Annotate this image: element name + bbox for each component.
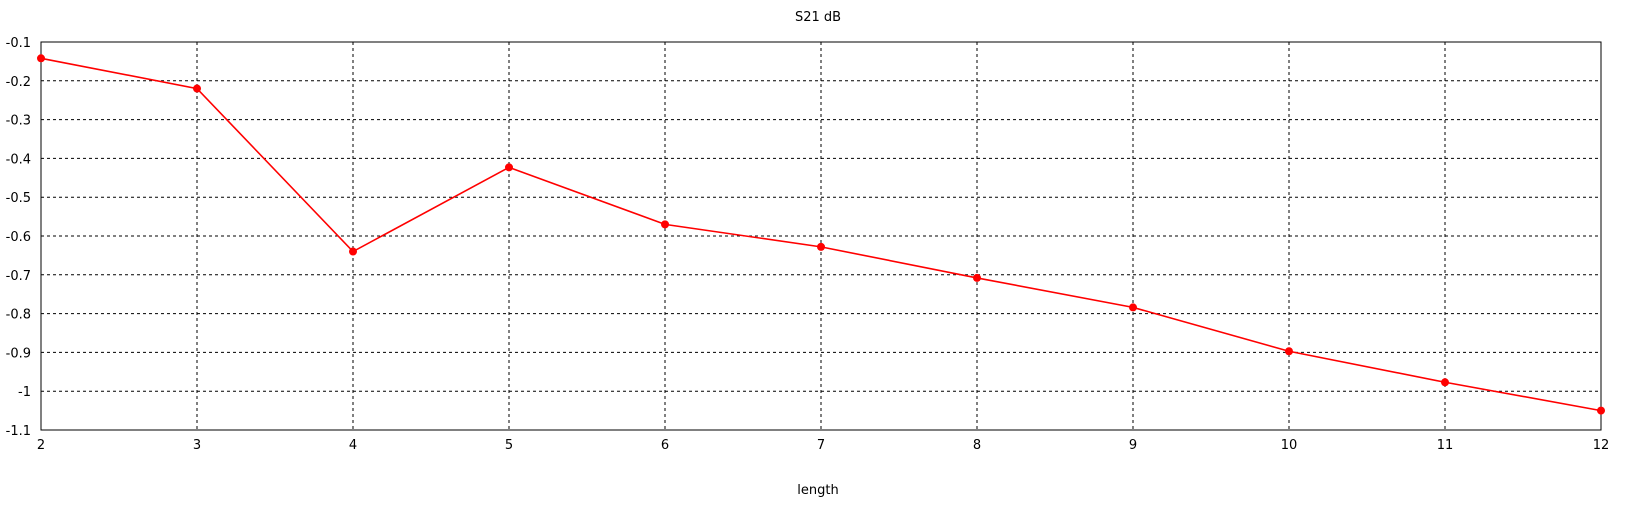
data-point	[1129, 303, 1137, 312]
x-tick-label: 9	[1129, 438, 1137, 453]
y-tick-label: -1.1	[6, 424, 31, 439]
y-tick-label: -0.6	[6, 230, 31, 245]
y-tick-label: -0.7	[6, 269, 31, 284]
x-tick-label: 2	[37, 438, 45, 453]
x-tick-label: 11	[1437, 438, 1454, 453]
data-point	[1597, 406, 1605, 415]
chart-title: S21 dB	[794, 10, 842, 25]
x-tick-label: 4	[349, 438, 357, 453]
x-tick-label: 10	[1281, 438, 1298, 453]
data-point	[349, 247, 357, 256]
data-point	[505, 163, 513, 172]
x-tick-label: 7	[817, 438, 825, 453]
data-point	[661, 220, 669, 229]
x-tick-label: 5	[505, 438, 513, 453]
data-point	[817, 242, 825, 251]
x-tick-label: 3	[193, 438, 201, 453]
y-tick-label: -0.9	[6, 346, 31, 361]
y-tick-label: -0.4	[6, 152, 31, 167]
data-point	[973, 273, 981, 282]
y-tick-label: -0.3	[6, 114, 31, 129]
plot-frame	[40, 41, 1602, 431]
data-point	[1285, 347, 1293, 356]
data-point	[37, 54, 45, 63]
data-point	[1441, 378, 1449, 387]
data-point	[193, 84, 201, 93]
x-axis-label: length	[797, 483, 839, 498]
x-tick-label: 6	[661, 438, 669, 453]
x-tick-label: 8	[973, 438, 981, 453]
y-tick-label: -1	[18, 385, 31, 400]
y-tick-label: -0.1	[6, 36, 31, 51]
y-tick-label: -0.2	[6, 75, 31, 90]
y-tick-label: -0.5	[6, 191, 31, 206]
y-tick-label: -0.8	[6, 308, 31, 323]
x-tick-label: 12	[1593, 438, 1610, 453]
